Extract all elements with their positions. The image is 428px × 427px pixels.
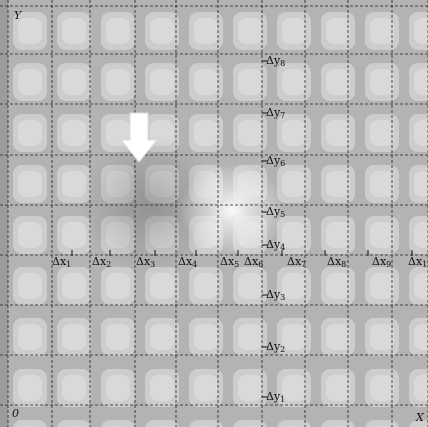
delta-x-label: Δx4 xyxy=(178,255,198,269)
delta-y-label: Δy3 xyxy=(266,288,286,302)
delta-y-label: Δy6 xyxy=(266,154,286,168)
delta-y-label: Δy5 xyxy=(266,205,286,219)
delta-x-label: Δx3 xyxy=(136,255,156,269)
delta-x-label: Δx8 xyxy=(327,255,347,269)
delta-x-label: Δx1 xyxy=(408,255,428,269)
delta-x-label: Δx9 xyxy=(372,255,392,269)
delta-y-label: Δy8 xyxy=(266,54,286,68)
delta-y-label: Δy1 xyxy=(266,390,286,404)
delta-y-label: Δy4 xyxy=(266,238,286,252)
delta-x-label: Δx1 xyxy=(52,255,72,269)
delta-x-label: Δx6 xyxy=(244,255,264,269)
delta-x-label: Δx2 xyxy=(92,255,112,269)
bright-spot xyxy=(180,164,284,256)
origin-label: 0 xyxy=(12,407,19,420)
delta-x-label: Δx7 xyxy=(287,255,307,269)
delta-y-label: Δy2 xyxy=(266,340,286,354)
delta-x-label: Δx5 xyxy=(220,255,240,269)
x-axis-label: X xyxy=(416,411,424,424)
y-axis-label: Y xyxy=(14,9,22,22)
delta-y-label: Δy7 xyxy=(266,106,286,120)
